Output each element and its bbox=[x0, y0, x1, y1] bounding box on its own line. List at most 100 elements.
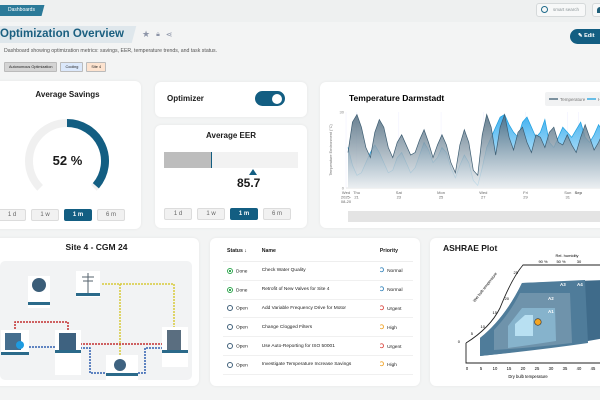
table-row[interactable]: Done Check Water Quality Ↄ Normal bbox=[223, 261, 413, 281]
x-tick: 25 bbox=[535, 366, 540, 371]
page-description: Dashboard showing optimization metrics: … bbox=[4, 48, 218, 54]
priority-icon: Ↄ bbox=[379, 268, 385, 275]
task-name[interactable]: Use Auto-Reporting for ISO 50001 bbox=[257, 336, 376, 356]
operating-point[interactable] bbox=[534, 318, 542, 326]
table-row[interactable]: Open Investigate Temperature Increase Sav… bbox=[223, 355, 413, 375]
column-name[interactable]: Name bbox=[257, 241, 376, 262]
range-6m[interactable]: 6 m bbox=[97, 209, 125, 221]
status-radio[interactable] bbox=[227, 342, 233, 349]
rh-tick: 90 % bbox=[538, 259, 548, 264]
task-name[interactable]: Retrofit of New Valves for Site 4 bbox=[257, 280, 376, 300]
x-tick-sub: 29 bbox=[523, 195, 528, 200]
breadcrumb-dashboards[interactable]: Dashboards bbox=[0, 5, 45, 16]
eer-bar-fill bbox=[164, 152, 212, 168]
table-row[interactable]: Open Change Clogged Filters Ↄ High bbox=[223, 317, 413, 338]
range-1m[interactable]: 1 m bbox=[230, 208, 258, 220]
x-tick: 5 bbox=[480, 366, 483, 371]
site-diagram-card: Site 4 - CGM 24 bbox=[0, 238, 199, 386]
zone-label: A2 bbox=[548, 296, 554, 301]
y-tick: 0 bbox=[342, 186, 345, 191]
x-tick: Sun bbox=[564, 190, 571, 195]
x-tick: Sep bbox=[575, 190, 583, 195]
zone-label: A3 bbox=[560, 282, 566, 287]
x-tick: 10 bbox=[493, 366, 498, 371]
range-1d[interactable]: 1 d bbox=[0, 209, 26, 221]
wb-axis-label: Wet bulb temperature bbox=[472, 272, 498, 303]
star-icon[interactable]: ★ bbox=[141, 29, 151, 39]
status-radio[interactable] bbox=[227, 305, 233, 312]
range-1m[interactable]: 1 m bbox=[64, 209, 92, 221]
legend-label: Humidity bbox=[598, 97, 600, 102]
x-tick-sub: 31 bbox=[566, 195, 571, 200]
wb-tick: 10 bbox=[481, 324, 486, 329]
power-pole-icon bbox=[76, 271, 100, 297]
x-tick: 15 bbox=[507, 366, 512, 371]
heat-exchanger-icon bbox=[55, 330, 81, 375]
average-eer-card: Average EER 85.7 1 d 1 w 1 m 6 m bbox=[155, 125, 307, 228]
notification-bell-icon[interactable] bbox=[592, 3, 600, 17]
x-tick-sub: 27 bbox=[481, 195, 486, 200]
table-row[interactable]: Open Add Variable Frequency Drive for Mot… bbox=[223, 299, 413, 319]
priority-icon: Ↄ bbox=[379, 305, 385, 312]
status-radio[interactable] bbox=[227, 267, 233, 274]
priority-icon: Ↄ bbox=[379, 287, 385, 294]
x-tick: Sat bbox=[396, 190, 403, 195]
page-header: Optimization Overview ★ 🔒︎ ⋖ bbox=[0, 26, 173, 43]
page-title-box: Optimization Overview bbox=[0, 26, 137, 43]
x-tick: 20 bbox=[521, 366, 526, 371]
y-axis-label: Temperature Environment (°C) bbox=[329, 124, 333, 176]
range-1w[interactable]: 1 w bbox=[31, 209, 59, 221]
optimizer-toggle[interactable] bbox=[255, 91, 285, 106]
chart-legend: Temperature Humidity bbox=[545, 92, 600, 106]
range-1w[interactable]: 1 w bbox=[197, 208, 225, 220]
ashrae-card: ASHRAE Plot A1 A2 A3 A4 0 5 10 15 20 25 30 35 40 45 Dr… bbox=[430, 238, 600, 386]
status-radio[interactable] bbox=[227, 286, 233, 293]
x-tick: 30 bbox=[549, 366, 554, 371]
ashrae-plot: A1 A2 A3 A4 0 5 10 15 20 25 30 35 40 45 Dry bulb tempe… bbox=[458, 253, 600, 379]
cooling-tower-icon bbox=[28, 276, 50, 308]
range-1d[interactable]: 1 d bbox=[164, 208, 192, 220]
tag[interactable]: Autonomous Optimization bbox=[4, 62, 58, 72]
tag[interactable]: Site 4 bbox=[86, 62, 107, 72]
priority-icon: Ↄ bbox=[379, 324, 385, 331]
smart-search-input[interactable]: smart search bbox=[536, 3, 586, 17]
pump-icon bbox=[106, 355, 138, 380]
share-icon[interactable]: ⋖ bbox=[165, 30, 173, 39]
task-name[interactable]: Add Variable Frequency Drive for Motor bbox=[257, 299, 376, 319]
card-title: Average Savings bbox=[35, 90, 100, 99]
savings-value: 52 % bbox=[52, 153, 83, 168]
chart-navigator[interactable] bbox=[348, 211, 600, 222]
x-tick: Thu bbox=[353, 190, 360, 195]
column-status[interactable]: Status ↓ bbox=[223, 241, 258, 262]
wb-tick: 0 bbox=[458, 339, 461, 344]
x-tick-sub: 21 bbox=[354, 195, 359, 200]
table-row[interactable]: Open Use Auto-Reporting for ISO 50001 Ↄ Urg… bbox=[223, 336, 413, 356]
storage-icon bbox=[1, 330, 29, 355]
status-radio[interactable] bbox=[227, 361, 233, 368]
rh-tick: 30 bbox=[577, 259, 582, 264]
rh-label: Rel. humidity bbox=[555, 253, 578, 258]
x-tick-sub: 23 bbox=[397, 195, 402, 200]
temperature-chart-card: Temperature Darmstadt Temperature Humidity… bbox=[320, 82, 600, 228]
range-6m[interactable]: 6 m bbox=[263, 208, 291, 220]
status-radio[interactable] bbox=[227, 324, 233, 331]
series-line-temperature bbox=[347, 113, 600, 177]
search-icon bbox=[541, 6, 548, 13]
average-savings-card: Average Savings 52 % 1 d 1 w 1 m 6 m bbox=[0, 81, 141, 229]
column-priority[interactable]: Priority bbox=[375, 241, 413, 262]
x-tick: 40 bbox=[577, 366, 582, 371]
task-name[interactable]: Check Water Quality bbox=[257, 261, 376, 281]
eer-target-marker bbox=[249, 169, 257, 175]
zone-label: A1 bbox=[548, 309, 554, 314]
edit-button[interactable]: ✎ Edit bbox=[570, 29, 600, 44]
top-bar: Dashboards smart search bbox=[0, 0, 600, 22]
table-row[interactable]: Done Retrofit of New Valves for Site 4 Ↄ No… bbox=[223, 280, 413, 300]
tasks-table: Status ↓ Name Priority Done Check Water Qua… bbox=[223, 241, 413, 375]
tag[interactable]: Cooling bbox=[60, 62, 84, 72]
task-name[interactable]: Investigate Temperature Increase Savings bbox=[257, 355, 376, 375]
priority-icon: Ↄ bbox=[379, 362, 385, 369]
lock-icon[interactable]: 🔒︎ bbox=[156, 30, 160, 38]
task-name[interactable]: Change Clogged Filters bbox=[257, 317, 376, 338]
x-tick: Wed bbox=[479, 190, 487, 195]
series-area-temperature bbox=[348, 114, 600, 188]
